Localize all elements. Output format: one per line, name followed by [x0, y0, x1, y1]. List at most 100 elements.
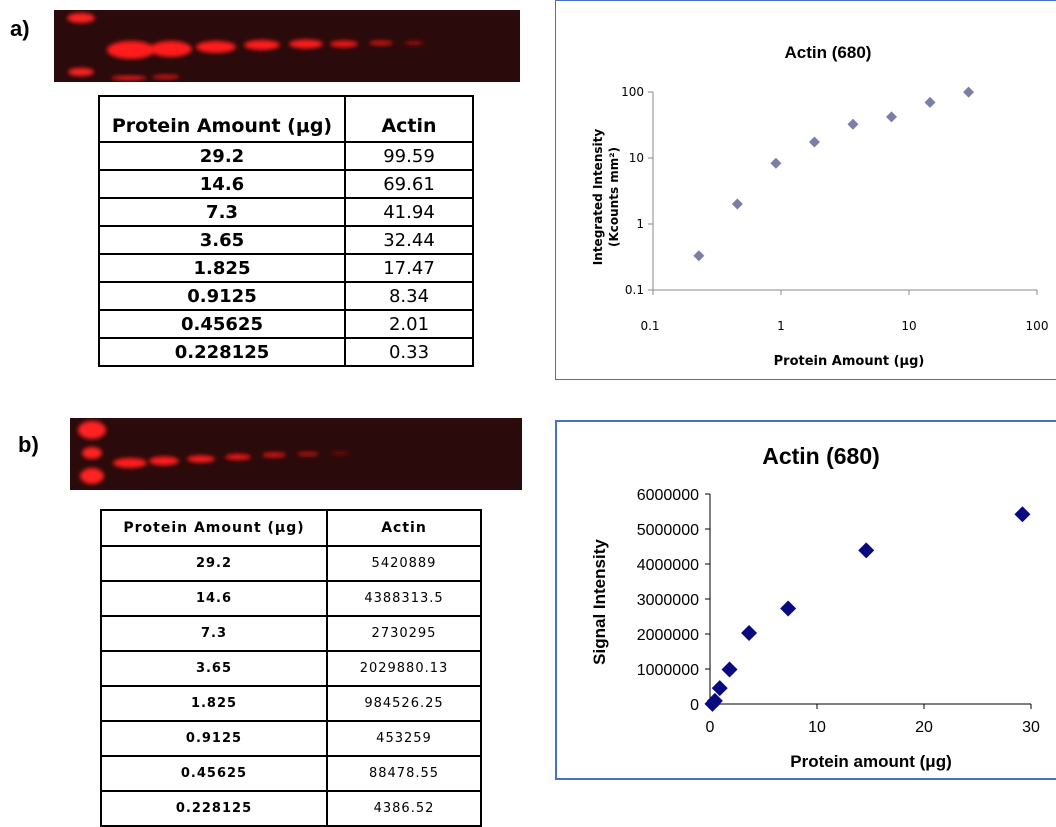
chart-b-data-point [1014, 506, 1031, 523]
table-cell: 0.45625 [100, 755, 328, 792]
chart-b-x-tick-label: 10 [808, 719, 826, 736]
chart-b-x-tick-label: 20 [915, 719, 933, 736]
chart-b-x-tick-label: 0 [706, 719, 715, 736]
chart-b-data-point [741, 624, 758, 641]
table-cell: 29.2 [100, 545, 328, 582]
chart-b-x-tick-label: 30 [1022, 719, 1040, 736]
table-row: 14.6 4388313.5 [100, 580, 482, 617]
chart-a-y-tick-label: 100 [621, 85, 644, 99]
chart-a-data-point [770, 157, 782, 169]
chart-b-y-tick-label: 4000000 [637, 557, 699, 574]
table-cell: 2029880.13 [326, 650, 482, 687]
table-cell: 14.6 [100, 580, 328, 617]
table-cell: 8.34 [344, 281, 474, 311]
table-cell: 2730295 [326, 615, 482, 652]
column-header-actin: Actin [326, 509, 482, 547]
table-cell: 4386.52 [326, 790, 482, 827]
table-row: 29.2 5420889 [100, 545, 482, 582]
chart-b-data-point [706, 692, 723, 709]
table-row: 0.228125 4386.52 [100, 790, 482, 827]
chart-a-x-tick-label: 10 [901, 319, 916, 333]
column-header-actin: Actin [344, 95, 474, 143]
table-cell: 0.228125 [100, 790, 328, 827]
table-cell: 4388313.5 [326, 580, 482, 617]
chart-b-y-axis-label: Signal Intensity [590, 539, 609, 665]
chart-a-x-tick-label: 0.1 [640, 319, 659, 333]
chart-a-data-point [847, 118, 859, 130]
chart-a-y-tick-label: 0.1 [625, 283, 644, 297]
table-cell: 88478.55 [326, 755, 482, 792]
chart-b-y-tick-label: 5000000 [637, 522, 699, 539]
chart-b-frame: Actin (680) Signal Intensity Protein amo… [555, 420, 1056, 780]
chart-a-data-point [808, 136, 820, 148]
table-cell: 0.9125 [98, 281, 346, 311]
table-cell: 3.65 [100, 650, 328, 687]
chart-b-data-point [780, 600, 797, 617]
column-header-protein-amount: Protein Amount (μg) [100, 509, 328, 547]
table-row: 14.6 69.61 [98, 169, 474, 199]
chart-b-y-tick-label: 1000000 [637, 662, 699, 679]
table-row: 3.65 32.44 [98, 225, 474, 255]
chart-a-x-axis-label: Protein Amount (μg) [774, 354, 925, 369]
table-cell: 99.59 [344, 141, 474, 171]
table-row: 0.9125 8.34 [98, 281, 474, 311]
chart-a-data-point [731, 198, 743, 210]
chart-a-x-tick-label: 100 [1026, 319, 1049, 333]
chart-a-frame: Actin (680) Integrated Intensity (Kcount… [555, 0, 1056, 380]
chart-a-y-axis-label-line2: (Kcounts mm²) [607, 147, 621, 247]
chart-a-y-axis-label: Integrated Intensity (Kcounts mm²) [591, 129, 621, 266]
chart-b-data-point [721, 661, 738, 678]
western-blot-image-b [70, 418, 522, 490]
chart-a-y-tick-label: 1 [636, 217, 644, 231]
table-header-row: Protein Amount (μg) Actin [100, 509, 482, 547]
panel-a-label: a) [10, 16, 30, 41]
table-row: 0.45625 2.01 [98, 309, 474, 339]
chart-a-data-point [886, 111, 898, 123]
table-cell: 3.65 [98, 225, 346, 255]
table-row: 1.825 17.47 [98, 253, 474, 283]
table-cell: 1.825 [100, 685, 328, 722]
table-b: Protein Amount (μg) Actin 29.2 5420889 14… [100, 509, 482, 827]
table-a: Protein Amount (μg) Actin 29.2 99.59 14.6… [98, 95, 474, 367]
table-cell: 984526.25 [326, 685, 482, 722]
chart-a-plot-area: 0.1 1 10 100 0.1 1 10 100 [621, 85, 1048, 333]
chart-b-y-tick-label: 2000000 [637, 627, 699, 644]
chart-a-x-tick-label: 1 [777, 319, 785, 333]
table-cell: 0.228125 [98, 337, 346, 367]
table-row: 7.3 41.94 [98, 197, 474, 227]
table-row: 0.45625 88478.55 [100, 755, 482, 792]
chart-b-x-axis-label: Protein amount (μg) [790, 752, 952, 771]
column-header-protein-amount: Protein Amount (μg) [98, 95, 346, 143]
chart-a-data-point [693, 250, 705, 262]
table-cell: 17.47 [344, 253, 474, 283]
chart-a-y-tick-label: 10 [629, 151, 644, 165]
table-cell: 0.33 [344, 337, 474, 367]
table-cell: 7.3 [98, 197, 346, 227]
chart-b-y-tick-label: 0 [690, 697, 699, 714]
chart-b-y-tick-label: 6000000 [637, 487, 699, 504]
table-cell: 2.01 [344, 309, 474, 339]
table-cell: 1.825 [98, 253, 346, 283]
chart-a: Actin (680) Integrated Intensity (Kcount… [591, 43, 1048, 369]
table-cell: 29.2 [98, 141, 346, 171]
panel-b-label: b) [18, 432, 39, 457]
table-cell: 0.45625 [98, 309, 346, 339]
chart-b: Actin (680) Signal Intensity Protein amo… [590, 443, 1040, 771]
table-row: 7.3 2730295 [100, 615, 482, 652]
chart-b-title: Actin (680) [762, 443, 880, 469]
chart-a-data-point [924, 96, 936, 108]
chart-a-y-axis-label-line1: Integrated Intensity [591, 129, 605, 266]
table-row: 0.9125 453259 [100, 720, 482, 757]
table-cell: 41.94 [344, 197, 474, 227]
western-blot-image-a [54, 10, 520, 82]
table-cell: 69.61 [344, 169, 474, 199]
table-cell: 32.44 [344, 225, 474, 255]
chart-b-data-point [711, 680, 728, 697]
chart-b-data-point [858, 542, 875, 559]
table-row: 1.825 984526.25 [100, 685, 482, 722]
chart-b-y-tick-label: 3000000 [637, 592, 699, 609]
table-row: 29.2 99.59 [98, 141, 474, 171]
table-cell: 5420889 [326, 545, 482, 582]
table-cell: 453259 [326, 720, 482, 757]
table-header-row: Protein Amount (μg) Actin [98, 95, 474, 143]
